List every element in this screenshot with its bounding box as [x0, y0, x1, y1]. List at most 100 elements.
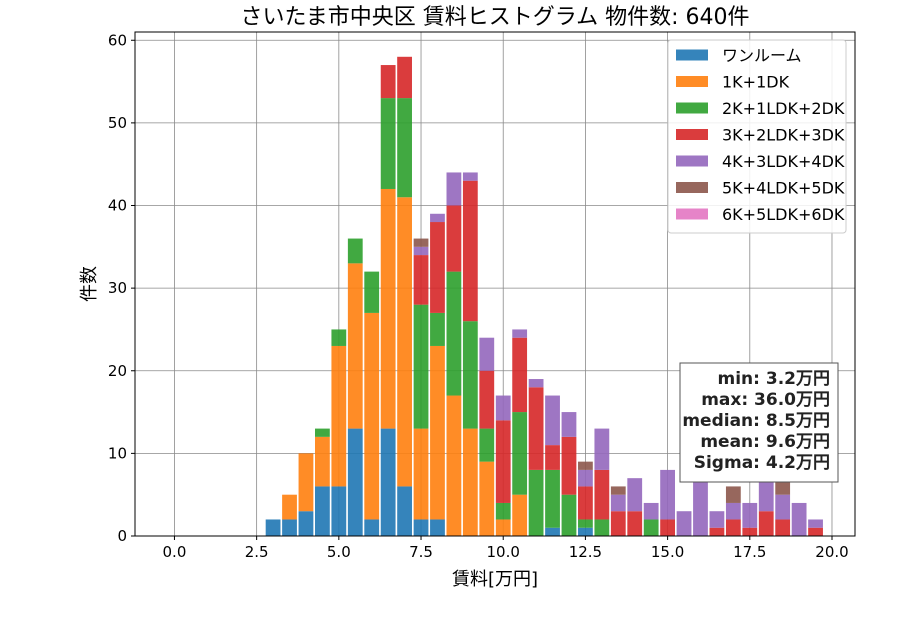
legend-label: 3K+2LDK+3DK [722, 126, 845, 145]
histogram-bar-segment [315, 436, 330, 487]
legend-swatch [676, 182, 708, 193]
histogram-bar-segment [725, 519, 741, 536]
histogram-bar-segment [512, 494, 528, 536]
histogram-bar-segment [265, 519, 281, 536]
legend-label: 2K+1LDK+2DK [722, 99, 845, 118]
histogram-bar-segment [347, 263, 363, 429]
histogram-bar-segment [545, 445, 560, 470]
histogram-bar-segment [495, 420, 511, 503]
histogram-bar-segment [528, 387, 544, 470]
histogram-bar-segment [725, 502, 741, 520]
histogram-bar-segment [446, 205, 462, 272]
histogram-bar-segment [413, 238, 429, 247]
legend-swatch [676, 76, 708, 87]
histogram-bar-segment [413, 246, 429, 256]
histogram-bar-segment [479, 337, 495, 371]
histogram-bar-segment [808, 519, 823, 528]
histogram-bar-segment [479, 370, 495, 429]
histogram-bar-segment [446, 172, 462, 206]
x-tick-label: 0.0 [163, 543, 187, 561]
histogram-bar-segment [413, 304, 429, 429]
stats-median: median: 8.5万円 [682, 411, 830, 431]
histogram-bar-segment [397, 98, 412, 198]
legend-label: 6K+5LDK+6DK [722, 205, 845, 224]
histogram-bar-segment [413, 519, 429, 536]
histogram-bar-segment [545, 527, 560, 536]
histogram-bar-segment [347, 428, 363, 536]
histogram-bar-segment [578, 527, 593, 536]
histogram-bar-segment [578, 519, 593, 528]
histogram-bar-segment [512, 329, 528, 338]
histogram-bar-segment [430, 213, 445, 223]
histogram-bar-segment [758, 511, 774, 536]
histogram-bar-segment [430, 519, 445, 536]
histogram-bar-segment [495, 519, 511, 536]
histogram-bar-segment [660, 469, 675, 520]
histogram-bar-segment [298, 511, 314, 536]
x-axis-ticks: 0.0 2.5 5.0 7.5 10.0 12.5 15.0 17.5 20.0 [163, 536, 849, 561]
plot-frame [134, 31, 856, 537]
chart-title: さいたま市中央区 賃料ヒストグラム 物件数: 640件 [240, 5, 749, 30]
histogram-bar-segment [643, 519, 659, 536]
histogram-bar-segment [742, 502, 758, 528]
histogram-bar-segment [578, 486, 593, 520]
legend-swatch [676, 49, 708, 61]
histogram-bar-segment [512, 337, 528, 413]
x-tick-label: 5.0 [327, 543, 351, 561]
histogram-bar-segment [643, 502, 659, 520]
histogram-bar-segment [282, 494, 297, 520]
y-tick-label: 30 [108, 279, 127, 297]
histogram-bar-segment [462, 180, 478, 322]
histogram-bar-segment [462, 172, 478, 181]
histogram-bar-segment [758, 478, 774, 512]
y-tick-label: 50 [108, 114, 127, 132]
histogram-bar-segment [282, 519, 297, 536]
x-tick-label: 2.5 [245, 543, 269, 561]
histogram-bar-segment [397, 56, 412, 99]
histogram-bar-segment [561, 436, 577, 495]
histogram-bar-segment [479, 461, 495, 536]
bar-stacks [265, 56, 823, 536]
histogram-bar-segment [430, 345, 445, 520]
histogram-bar-segment [430, 312, 445, 346]
y-tick-label: 0 [117, 527, 127, 545]
y-tick-label: 40 [108, 197, 127, 215]
x-axis-label: 賃料[万円] [452, 569, 538, 590]
histogram-bar-segment [413, 428, 429, 520]
histogram-bar-segment [380, 188, 396, 429]
histogram-bar-segment [315, 428, 330, 437]
legend-label: 5K+4LDK+5DK [722, 179, 845, 198]
histogram-bar-segment [594, 469, 610, 520]
histogram-bar-segment [479, 428, 495, 462]
histogram-bar-segment [610, 486, 626, 495]
histogram-bar-segment [446, 395, 462, 536]
x-tick-label: 17.5 [733, 543, 766, 561]
stats-mean: mean: 9.6万円 [700, 432, 830, 452]
histogram-bar-segment [791, 502, 807, 536]
histogram-bar-segment [364, 312, 380, 520]
x-tick-label: 12.5 [569, 543, 602, 561]
histogram-bar-segment [413, 255, 429, 305]
histogram-bar-segment [660, 519, 675, 536]
histogram-bar-segment [578, 469, 593, 487]
histogram-bar-segment [380, 98, 396, 189]
y-tick-label: 60 [108, 31, 127, 49]
histogram-bar-segment [561, 412, 577, 437]
histogram-bar-segment [495, 395, 511, 421]
histogram-bar-segment [775, 494, 791, 520]
histogram-bar-segment [545, 469, 560, 528]
histogram-bar-segment [331, 345, 347, 487]
x-tick-label: 10.0 [487, 543, 520, 561]
histogram-bar-segment [808, 527, 823, 536]
histogram-bar-segment [364, 271, 380, 313]
y-tick-label: 10 [108, 444, 127, 462]
histogram-bar-segment [528, 379, 544, 388]
histogram-bar-segment [725, 486, 741, 503]
histogram-bar-segment [315, 486, 330, 536]
legend-swatch [676, 155, 708, 167]
x-tick-label: 15.0 [651, 543, 684, 561]
histogram-bar-segment [610, 511, 626, 536]
y-axis-label: 件数 [79, 266, 100, 302]
histogram-bar-segment [364, 519, 380, 536]
